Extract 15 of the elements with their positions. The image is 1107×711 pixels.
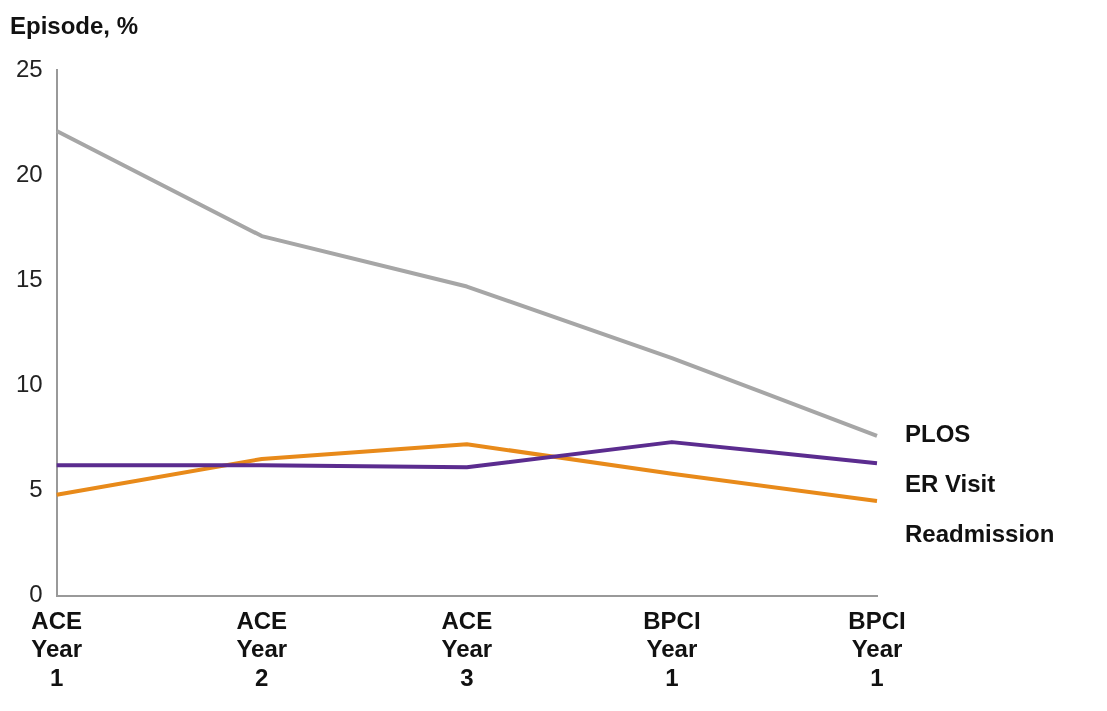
x-tick-label: BPCI Year 1 (848, 606, 906, 692)
series-label: PLOS (905, 420, 971, 448)
y-tick-label: 5 (29, 475, 43, 503)
x-tick-label: ACE Year 2 (236, 606, 288, 692)
series-label: ER Visit (905, 470, 996, 498)
y-axis-title: Episode, % (10, 12, 139, 40)
x-tick-label: ACE Year 3 (441, 606, 493, 692)
x-tick-label: ACE Year 1 (31, 606, 83, 692)
y-tick-label: 25 (15, 54, 43, 82)
x-tick-label: BPCI Year 1 (643, 606, 701, 692)
y-tick-label: 0 (29, 580, 43, 608)
y-tick-label: 10 (15, 369, 43, 397)
y-tick-label: 15 (15, 264, 43, 292)
series-label: Readmission (905, 520, 1055, 548)
y-tick-label: 20 (15, 159, 43, 187)
